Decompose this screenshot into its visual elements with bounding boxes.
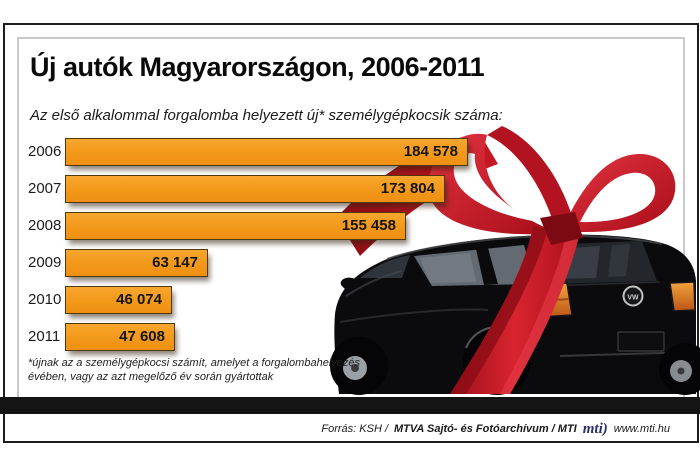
bar-value-label: 46 074 xyxy=(116,291,162,308)
ground-shadow-bar xyxy=(0,397,700,414)
bar-value-label: 184 578 xyxy=(403,143,458,160)
source-footer: Forrás: KSH / MTVA Sajtó- és Fotóarchívu… xyxy=(321,418,670,440)
svg-text:VW: VW xyxy=(627,295,639,302)
value-bar: 63 147 xyxy=(65,248,208,277)
year-label: 2009 xyxy=(28,254,62,271)
vw-emblem-icon: VW xyxy=(622,285,644,307)
chart-row: 2008 155 458 xyxy=(28,210,468,241)
footnote-line-1: *újnak az a személygépkocsi számít, amel… xyxy=(28,357,360,369)
wheel-front-icon xyxy=(330,337,388,395)
year-label: 2008 xyxy=(28,217,62,234)
bar-value-label: 63 147 xyxy=(152,254,198,271)
year-label: 2006 xyxy=(28,143,62,160)
car-with-ribbon-illustration: VW xyxy=(330,126,700,395)
chart-row: 2010 46 074 xyxy=(28,284,468,315)
chart-row: 2007 173 804 xyxy=(28,173,468,204)
chart-subtitle: Az első alkalommal forgalomba helyezett … xyxy=(30,107,503,124)
source-credits: MTVA Sajtó- és Fotóarchívum / MTI xyxy=(394,423,577,435)
value-bar: 155 458 xyxy=(65,211,406,240)
ribbon-knot-icon xyxy=(540,212,583,245)
chart-row: 2006 184 578 xyxy=(28,136,468,167)
license-plate xyxy=(617,331,665,352)
source-prefix: Forrás: KSH / xyxy=(321,423,388,435)
value-bar: 173 804 xyxy=(65,174,445,203)
year-label: 2011 xyxy=(28,328,61,345)
year-label: 2010 xyxy=(28,291,62,308)
bar-value-label: 47 608 xyxy=(119,328,165,345)
bar-chart: 2006 184 578 2007 173 804 2008 155 458 2009 63 … xyxy=(28,136,468,358)
taillight-right-icon xyxy=(669,281,696,312)
footnote-line-2: évében, vagy az azt megelőző év során gy… xyxy=(28,370,274,383)
website-link: www.mti.hu xyxy=(613,423,670,435)
ribbon-band-icon xyxy=(450,212,583,394)
bar-value-label: 155 458 xyxy=(341,217,396,234)
bar-value-label: 173 804 xyxy=(380,180,435,197)
chart-row: 2011 47 608 xyxy=(28,321,468,352)
year-label: 2007 xyxy=(28,180,62,197)
page-title: Új autók Magyarországon, 2006-2011 xyxy=(30,52,485,82)
value-bar: 46 074 xyxy=(65,285,172,314)
footnote: *újnak az a személygépkocsi számít, amel… xyxy=(28,357,360,385)
wheel-right-icon xyxy=(659,343,700,395)
value-bar: 47 608 xyxy=(65,322,175,351)
value-bar: 184 578 xyxy=(65,137,468,166)
mti-logo: mti) xyxy=(582,420,608,437)
chart-row: 2009 63 147 xyxy=(28,247,468,278)
